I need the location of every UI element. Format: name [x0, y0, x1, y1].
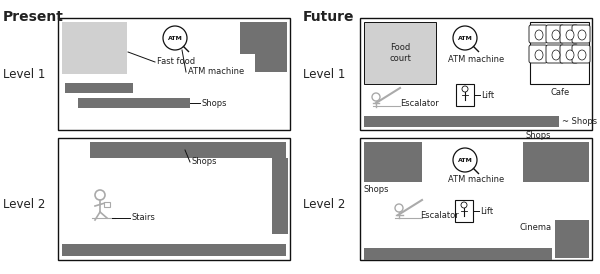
Circle shape [95, 190, 105, 200]
Bar [62, 244, 286, 256]
Bar [58, 18, 290, 130]
Bar [364, 22, 436, 84]
Bar [58, 138, 290, 260]
Bar [555, 220, 589, 258]
Text: ATM: ATM [167, 36, 182, 41]
Text: Fast food: Fast food [157, 58, 195, 67]
Bar [455, 200, 473, 222]
Ellipse shape [552, 30, 560, 40]
FancyBboxPatch shape [529, 25, 547, 43]
Text: Level 2: Level 2 [303, 198, 346, 212]
Bar [360, 18, 592, 130]
Text: Lift: Lift [480, 207, 493, 215]
Text: Shops: Shops [525, 131, 551, 140]
Ellipse shape [566, 50, 574, 60]
Text: ATM machine: ATM machine [448, 55, 504, 64]
Bar [240, 22, 287, 54]
Bar [530, 22, 589, 84]
Bar [523, 142, 589, 182]
Text: ~ Shops: ~ Shops [562, 118, 597, 127]
Circle shape [163, 26, 187, 50]
FancyBboxPatch shape [572, 45, 590, 63]
FancyBboxPatch shape [560, 45, 578, 63]
Text: Lift: Lift [481, 90, 494, 99]
Bar [364, 142, 422, 182]
FancyBboxPatch shape [529, 45, 547, 63]
Bar [364, 248, 552, 260]
Ellipse shape [552, 50, 560, 60]
Text: ATM: ATM [458, 36, 472, 41]
Circle shape [461, 202, 467, 208]
Ellipse shape [578, 30, 586, 40]
FancyBboxPatch shape [546, 25, 564, 43]
Circle shape [453, 148, 477, 172]
Ellipse shape [535, 30, 543, 40]
Bar [360, 138, 592, 260]
Ellipse shape [566, 30, 574, 40]
FancyBboxPatch shape [546, 45, 564, 63]
Text: Shops: Shops [202, 98, 227, 107]
Circle shape [453, 26, 477, 50]
Text: Future: Future [303, 10, 355, 24]
Text: ATM machine: ATM machine [448, 175, 504, 184]
Bar [90, 142, 286, 158]
Text: Escalator: Escalator [420, 210, 459, 219]
Circle shape [395, 204, 403, 212]
Ellipse shape [578, 50, 586, 60]
Bar [104, 202, 110, 207]
Text: Shops: Shops [192, 158, 218, 167]
Text: Cafe: Cafe [550, 88, 569, 97]
FancyBboxPatch shape [572, 25, 590, 43]
Circle shape [462, 86, 468, 92]
FancyBboxPatch shape [560, 25, 578, 43]
Bar [62, 22, 127, 74]
Bar [65, 83, 133, 93]
Text: ATM: ATM [458, 158, 472, 162]
Bar [272, 218, 288, 234]
Text: Stairs: Stairs [132, 213, 156, 222]
Text: Level 2: Level 2 [3, 198, 46, 212]
Bar [364, 116, 559, 127]
Text: Level 1: Level 1 [303, 68, 346, 81]
Text: ATM machine: ATM machine [188, 67, 244, 76]
Text: Present: Present [3, 10, 64, 24]
Circle shape [372, 93, 380, 101]
Ellipse shape [535, 50, 543, 60]
Bar [456, 84, 474, 106]
Text: Escalator: Escalator [400, 98, 439, 107]
Bar [255, 54, 287, 72]
Bar [78, 98, 190, 108]
Bar [272, 158, 288, 218]
Text: Cinema: Cinema [520, 224, 552, 233]
Text: Level 1: Level 1 [3, 68, 46, 81]
Text: Shops: Shops [364, 185, 389, 194]
Text: Food
court: Food court [389, 43, 411, 63]
